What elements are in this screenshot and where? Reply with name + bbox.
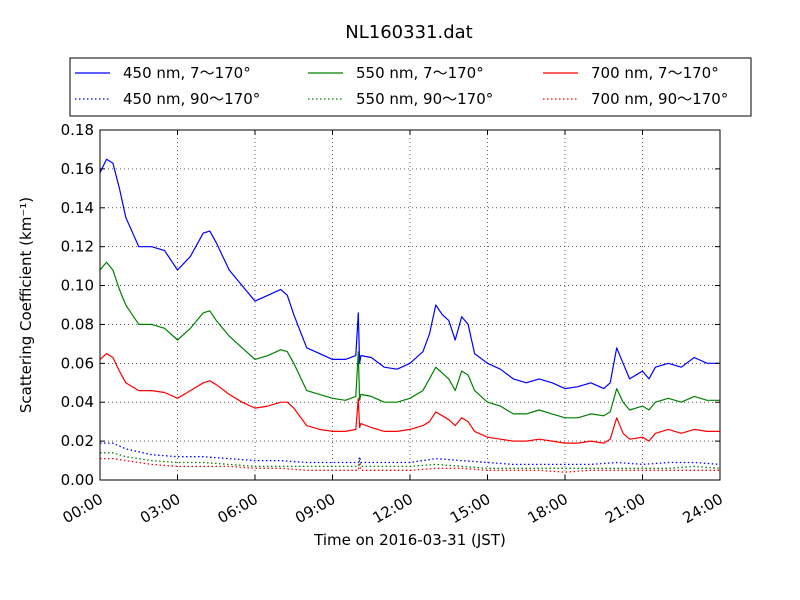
y-tick-label: 0.08 — [61, 315, 94, 333]
y-tick-label: 0.12 — [61, 238, 94, 256]
y-axis-title: Scattering Coefficient (km⁻¹) — [17, 197, 35, 413]
x-axis-title: Time on 2016-03-31 (JST) — [313, 531, 506, 549]
y-tick-labels: 0.00 0.02 0.04 0.06 0.08 0.10 0.12 0.14 0.16 0.18 — [61, 121, 94, 489]
x-tick-label: 21:00 — [602, 490, 648, 527]
series-line-5 — [100, 452, 721, 469]
legend-box — [69, 57, 752, 117]
legend-label-1: 450 nm, 7～170° — [123, 64, 251, 82]
y-tick-label: 0.04 — [61, 393, 94, 411]
y-tick-label: 0.14 — [61, 199, 94, 217]
legend-label-3: 700 nm, 7～170° — [591, 64, 719, 82]
grid — [100, 130, 720, 480]
x-tick-label: 06:00 — [215, 490, 261, 527]
series-layer — [99, 158, 721, 473]
y-tick-label: 0.18 — [61, 121, 94, 139]
x-tick-label: 03:00 — [137, 490, 183, 527]
series-line-4 — [100, 442, 721, 466]
y-tick-label: 0.16 — [61, 160, 94, 178]
y-tick-label: 0.10 — [61, 277, 94, 295]
y-tick-label: 0.00 — [61, 471, 94, 489]
series-line-3 — [99, 353, 720, 444]
legend-label-5: 550 nm, 90～170° — [356, 90, 493, 108]
series-line-6 — [100, 457, 720, 473]
legend-label-6: 700 nm, 90～170° — [591, 90, 728, 108]
chart-title: NL160331.dat — [345, 22, 472, 43]
legend: 450 nm, 7～170° 550 nm, 7～170° 700 nm, 7～17… — [69, 57, 752, 117]
x-tick-label: 09:00 — [292, 490, 338, 527]
y-tick-label: 0.02 — [61, 432, 94, 450]
ticks — [99, 129, 721, 481]
x-tick-label: 15:00 — [447, 490, 493, 527]
legend-label-4: 450 nm, 90～170° — [123, 90, 260, 108]
series-line-1 — [99, 158, 720, 390]
series-line-2 — [99, 261, 720, 419]
x-tick-label: 00:00 — [60, 490, 106, 527]
x-tick-label: 24:00 — [680, 490, 726, 527]
x-tick-label: 12:00 — [370, 490, 416, 527]
legend-label-2: 550 nm, 7～170° — [356, 64, 484, 82]
y-tick-label: 0.06 — [61, 354, 94, 372]
x-tick-label: 18:00 — [525, 490, 571, 527]
x-tick-labels: 00:00 03:00 06:00 09:00 12:00 15:00 18:00 21:00… — [60, 490, 726, 527]
